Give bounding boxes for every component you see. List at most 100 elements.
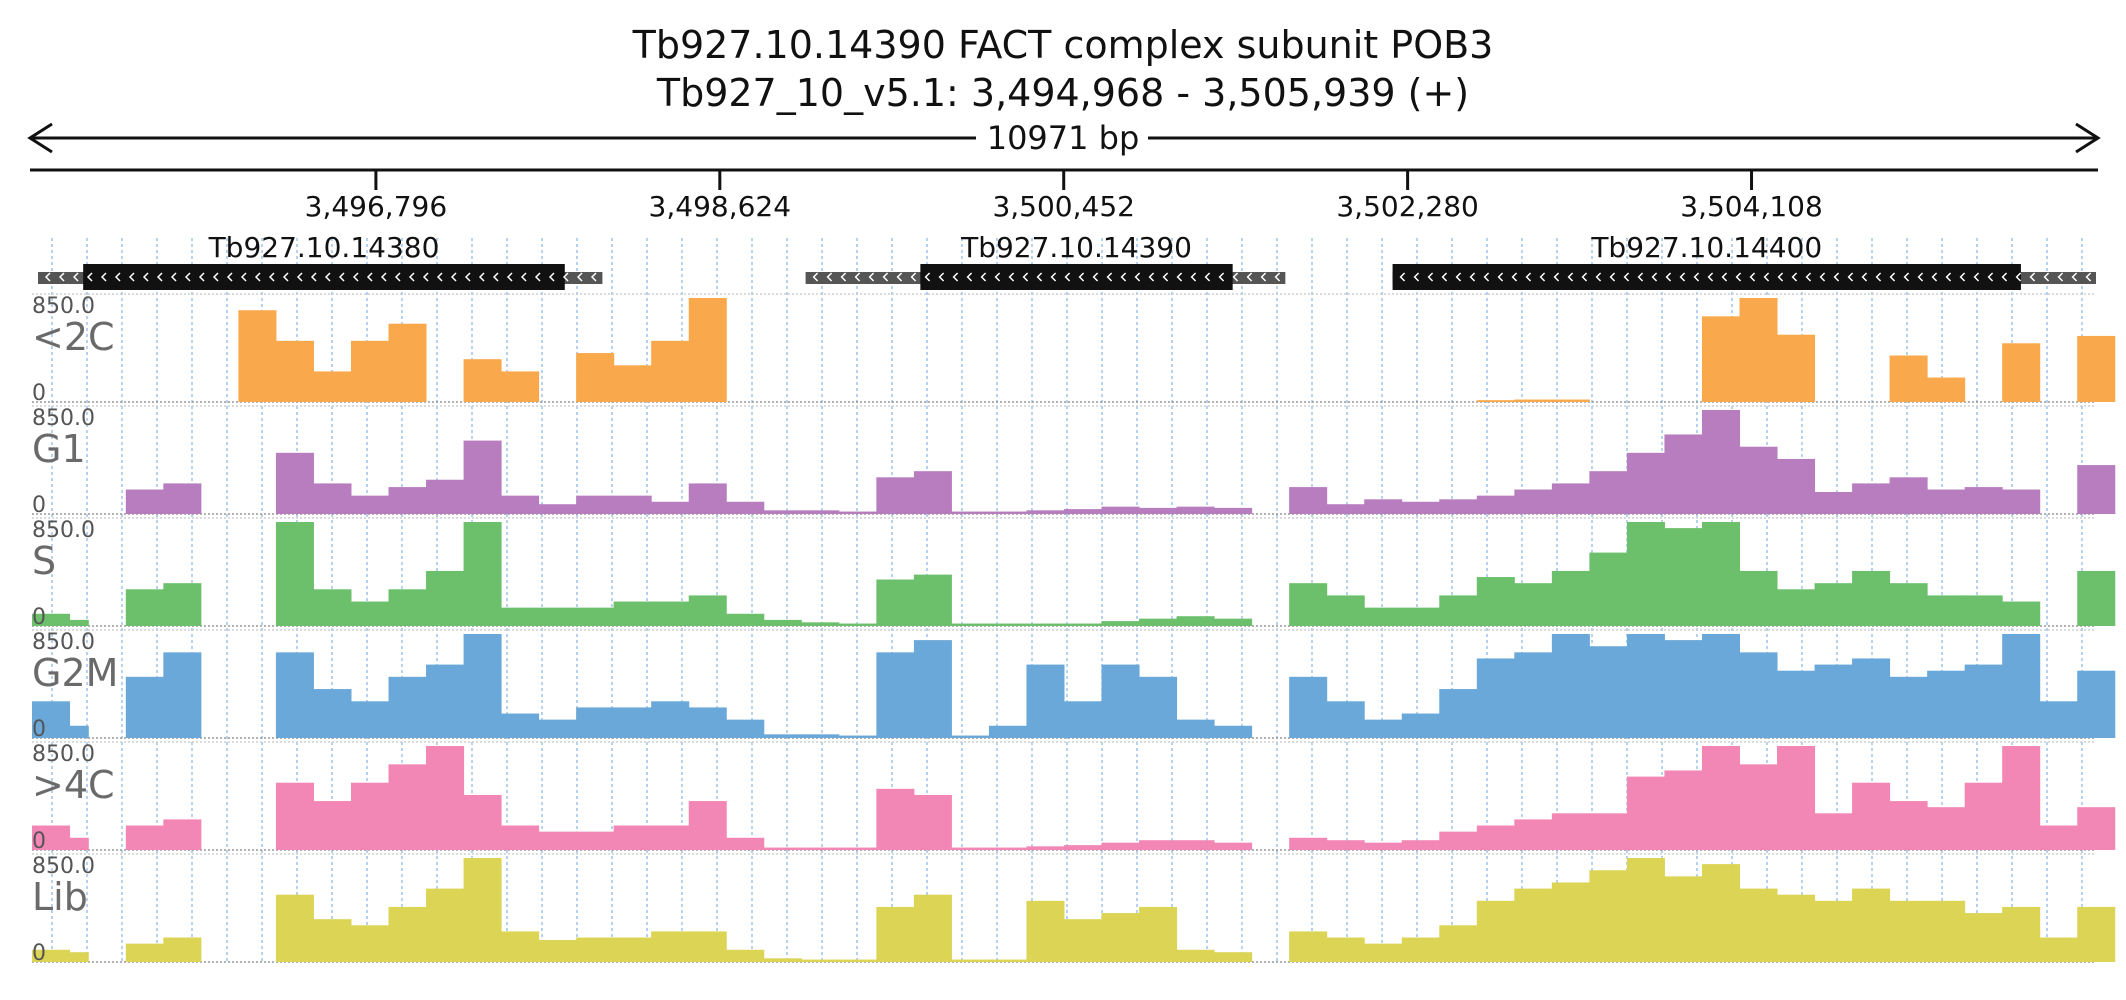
coverage-bar <box>1664 528 1703 626</box>
strand-arrow <box>1511 272 1518 282</box>
coverage-bar <box>463 440 502 514</box>
strand-arrow <box>1861 272 1868 282</box>
gene-cds <box>920 264 1233 290</box>
coverage-bar <box>1176 506 1215 514</box>
coverage-bar <box>876 788 915 850</box>
strand-arrow <box>1441 272 1448 282</box>
track-ymax-label: 850.0 <box>32 630 95 655</box>
coverage-tracks: 850.0<2C0850.0G10850.0S0850.0G2M0850.0>4… <box>32 293 2116 966</box>
coverage-bar <box>1401 937 1440 962</box>
coverage-bar <box>1401 501 1440 514</box>
strand-arrow <box>1539 272 1546 282</box>
strand-arrow <box>1134 272 1141 282</box>
coverage-bar <box>651 501 690 514</box>
coverage-bar <box>613 937 652 962</box>
coverage-bar <box>1289 676 1328 738</box>
coverage-bar <box>951 623 990 626</box>
strand-arrow <box>826 272 833 282</box>
strand-arrow <box>296 272 303 282</box>
strand-arrow <box>44 272 51 282</box>
strand-arrow <box>1581 272 1588 282</box>
coverage-bar <box>801 734 840 738</box>
strand-arrow <box>2043 272 2050 282</box>
strand-arrow <box>966 272 973 282</box>
strand-arrow <box>394 272 401 282</box>
strand-arrow <box>910 272 917 282</box>
coverage-bar <box>1026 510 1065 514</box>
coverage-bar <box>576 607 615 626</box>
coverage-bar <box>1814 583 1853 626</box>
coverage-bar <box>651 340 690 402</box>
coverage-bar <box>1476 900 1515 962</box>
strand-arrow <box>422 272 429 282</box>
strand-arrow <box>1204 272 1211 282</box>
coverage-bar <box>426 664 465 738</box>
coverage-bar <box>1927 900 1966 962</box>
coverage-bar <box>275 340 314 402</box>
coverage-bar <box>1551 882 1590 962</box>
coverage-bar <box>1889 676 1928 738</box>
track-ymax-label: 850.0 <box>32 294 95 319</box>
coverage-bar <box>1964 913 2003 962</box>
coverage-bar <box>1214 952 1253 962</box>
strand-arrow <box>590 272 597 282</box>
coverage-bar <box>988 511 1027 514</box>
strand-arrow <box>254 272 261 282</box>
coverage-bar <box>951 847 990 850</box>
coverage-bar <box>426 479 465 514</box>
coverage-bar <box>876 477 915 514</box>
coverage-bar <box>726 501 765 514</box>
coverage-bar <box>951 511 990 514</box>
span-arrowhead-left <box>27 122 53 154</box>
coverage-bar <box>1664 640 1703 738</box>
coverage-bar <box>1476 400 1515 402</box>
coverage-bar <box>313 483 352 514</box>
coverage-bar <box>125 943 164 962</box>
coverage-bar <box>801 847 840 850</box>
track-name-label: S <box>32 539 56 583</box>
coverage-bar <box>463 359 502 402</box>
strand-arrow <box>268 272 275 282</box>
coverage-bar <box>913 640 952 738</box>
coverage-bar <box>1401 840 1440 850</box>
coverage-bar <box>1814 813 1853 850</box>
coverage-bar <box>1964 782 2003 850</box>
coverage-bar <box>2039 825 2078 850</box>
coverage-bar <box>838 735 877 738</box>
strand-arrow <box>310 272 317 282</box>
gene-label: Tb927.10.14390 <box>960 231 1192 264</box>
coverage-bar <box>350 925 390 962</box>
coverage-bar <box>1852 658 1891 738</box>
coverage-bar <box>763 510 802 514</box>
coverage-bar <box>1064 509 1103 514</box>
coverage-bar <box>1139 618 1178 626</box>
coverage-bar <box>1064 845 1103 850</box>
coverage-bar <box>50 837 89 850</box>
coverage-bar <box>313 589 352 626</box>
coverage-bar <box>1551 399 1590 402</box>
coverage-bar <box>988 847 1027 850</box>
coverage-bar <box>463 634 502 738</box>
strand-arrow <box>1875 272 1882 282</box>
coverage-bar <box>1626 452 1665 514</box>
coverage-bar <box>913 794 952 850</box>
strand-arrow <box>1232 272 1239 282</box>
coverage-bar <box>1814 900 1853 962</box>
span-label: 10971 bp <box>987 119 1140 157</box>
coverage-bar <box>2077 670 2116 738</box>
coverage-bar <box>876 652 915 738</box>
strand-arrow <box>1092 272 1099 282</box>
coverage-bar <box>951 735 990 738</box>
coverage-bar <box>1777 589 1816 626</box>
coverage-bar <box>1514 652 1553 738</box>
track-4: 850.0>4C 0 <box>32 741 2116 854</box>
strand-arrow <box>980 272 987 282</box>
coverage-bar <box>501 371 540 402</box>
strand-arrow <box>1553 272 1560 282</box>
strand-arrow <box>2071 272 2078 282</box>
strand-arrow <box>576 272 583 282</box>
coverage-bar <box>1514 819 1553 850</box>
coverage-bar <box>688 298 727 402</box>
strand-arrow <box>812 272 819 282</box>
